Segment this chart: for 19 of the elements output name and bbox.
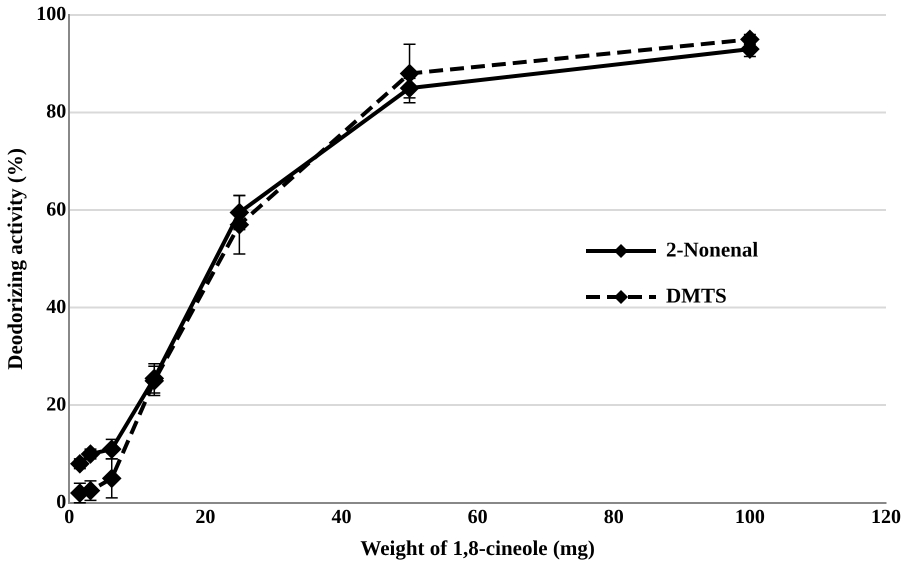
y-axis-title: Deodorizing activity (%) (3, 148, 28, 370)
y-tick-label: 80 (46, 100, 66, 123)
legend-label: 2-Nonenal (666, 237, 758, 262)
point (102, 469, 121, 488)
x-axis-title: Weight of 1,8-cineole (mg) (360, 536, 595, 560)
x-tick-label: 40 (331, 506, 352, 528)
x-tick-label: 100 (734, 506, 765, 528)
x-tick-label: 60 (468, 506, 488, 528)
y-tick-label: 0 (56, 490, 66, 513)
x-tick-label: 80 (604, 506, 624, 528)
y-tick-label: 20 (46, 393, 66, 416)
legend-label: DMTS (666, 283, 727, 308)
y-tick-label: 100 (36, 3, 66, 26)
point (70, 454, 89, 473)
x-tick-label: 120 (871, 506, 901, 528)
y-tick-label: 60 (46, 198, 66, 220)
x-tick-label: 20 (195, 506, 216, 528)
point (81, 445, 100, 464)
y-tick-label: 40 (46, 296, 66, 318)
